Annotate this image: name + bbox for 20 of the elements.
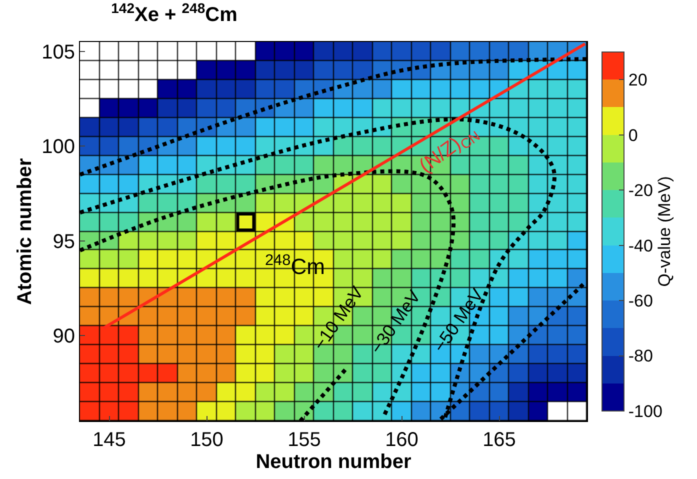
y-tick-label: 105 [42,41,75,64]
color-bar-label: -20 [628,181,653,200]
y-tick-label: 95 [52,230,75,253]
y-tick-label: 100 [42,136,75,158]
x-axis-title: Neutron number [256,451,412,473]
y-axis-title: Atomic number [14,158,36,305]
color-bar-label: -80 [628,346,653,366]
color-bar-label: 20 [628,70,648,90]
x-tick-label: 160 [385,429,418,451]
x-tick-label: 155 [288,429,321,451]
color-bar-label: -100 [628,402,662,421]
color-bar-label: -40 [628,236,653,256]
chart-title: $^{142}$Xe + $^{248}$Cm [111,0,238,26]
x-tick-label: 150 [190,429,224,451]
y-tick-label: 90 [52,326,75,348]
color-bar-title: Q-value (MeV) [654,176,674,287]
x-tick-label: 145 [92,429,126,451]
color-bar-label: -60 [628,291,653,310]
x-tick-label: 165 [482,429,516,451]
color-bar-label: 0 [628,126,638,145]
